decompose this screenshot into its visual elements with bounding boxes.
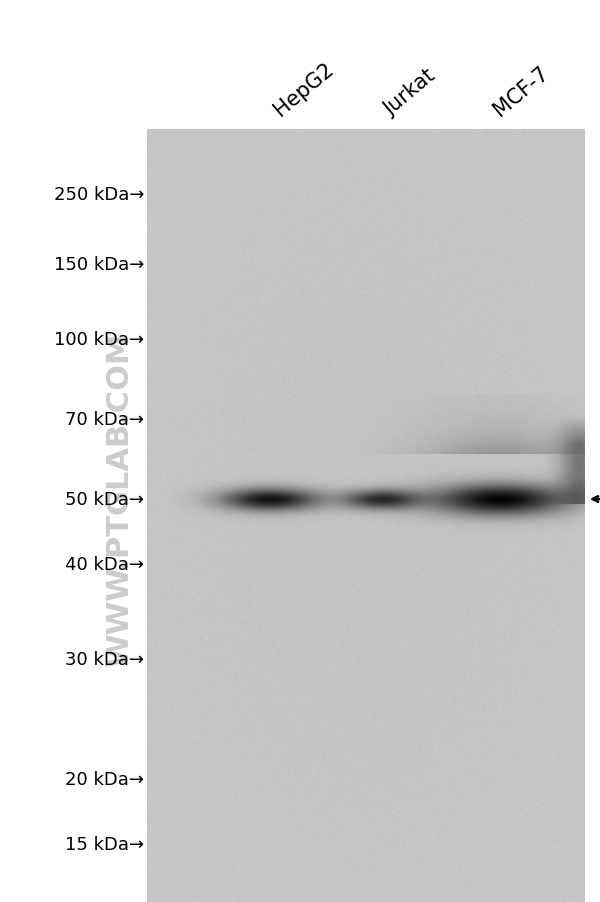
Text: Jurkat: Jurkat: [380, 66, 439, 120]
Text: 100 kDa→: 100 kDa→: [54, 331, 144, 348]
Text: 30 kDa→: 30 kDa→: [65, 650, 144, 668]
Text: 15 kDa→: 15 kDa→: [65, 835, 144, 853]
Text: 250 kDa→: 250 kDa→: [53, 186, 144, 204]
Text: 20 kDa→: 20 kDa→: [65, 770, 144, 788]
Text: HepG2: HepG2: [270, 59, 337, 120]
Text: WWW.PTGLAB.COM: WWW.PTGLAB.COM: [106, 333, 134, 667]
Text: 150 kDa→: 150 kDa→: [53, 255, 144, 273]
Text: 50 kDa→: 50 kDa→: [65, 491, 144, 509]
Text: 70 kDa→: 70 kDa→: [65, 410, 144, 428]
Text: MCF-7: MCF-7: [490, 63, 553, 120]
Text: 40 kDa→: 40 kDa→: [65, 556, 144, 574]
